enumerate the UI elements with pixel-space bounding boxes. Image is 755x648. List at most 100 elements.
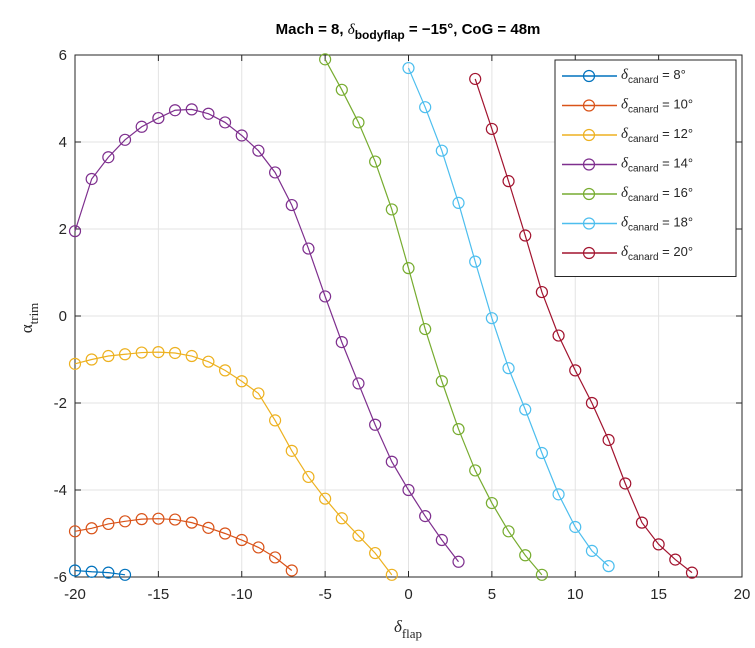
series-2 xyxy=(68,346,398,581)
legend-label-symbol: δ xyxy=(621,97,629,113)
data-point xyxy=(252,541,265,554)
legend-label: δcanard = 10° xyxy=(621,97,693,116)
data-point xyxy=(419,322,432,336)
legend-marker xyxy=(582,246,596,260)
data-point xyxy=(68,564,82,577)
series-6 xyxy=(469,72,699,579)
data-point xyxy=(118,515,132,528)
data-point xyxy=(269,551,282,564)
data-point xyxy=(335,336,348,349)
data-point xyxy=(452,196,465,209)
legend-label: δcanard = 8° xyxy=(621,67,686,86)
x-tick-label: 5 xyxy=(488,586,496,603)
legend-label-value: = 12° xyxy=(659,126,693,141)
legend-marker xyxy=(582,217,596,230)
data-point xyxy=(502,362,515,375)
legend-label-subscript: canard xyxy=(628,75,659,86)
data-point xyxy=(235,375,248,388)
legend-label: δcanard = 18° xyxy=(621,215,693,234)
legend-label-value: = 16° xyxy=(659,185,693,200)
legend-item: δcanard = 8° xyxy=(562,67,686,86)
data-point xyxy=(168,346,182,360)
y-tick-label: -6 xyxy=(54,569,67,586)
axes xyxy=(74,54,743,578)
data-point xyxy=(452,423,465,436)
data-point xyxy=(85,522,98,535)
data-point xyxy=(135,346,148,359)
chart-title-delta: δ xyxy=(348,22,356,38)
y-axis-label-symbol: α xyxy=(17,324,36,333)
data-point xyxy=(335,512,348,525)
y-axis-label-subscript: trim xyxy=(26,303,41,325)
data-point xyxy=(269,166,282,179)
legend-label-value: = 20° xyxy=(659,244,693,259)
data-point xyxy=(552,329,565,342)
data-point xyxy=(469,72,482,86)
data-point xyxy=(519,549,532,562)
data-point xyxy=(218,527,232,540)
data-point xyxy=(235,129,248,142)
data-point xyxy=(218,364,232,377)
y-tick-label: 0 xyxy=(59,308,67,325)
data-point xyxy=(135,513,148,526)
data-point xyxy=(352,377,365,390)
data-point xyxy=(535,568,549,581)
legend: δcanard = 8°δcanard = 10°δcanard = 12°δc… xyxy=(554,59,737,277)
data-point xyxy=(152,111,165,125)
data-point xyxy=(652,538,665,551)
data-point xyxy=(118,568,132,581)
data-point xyxy=(85,172,98,186)
data-point xyxy=(319,53,332,66)
chart-title-suffix: = −15°, CoG = 48m xyxy=(405,21,541,38)
data-point xyxy=(118,133,132,146)
y-tick-label: 4 xyxy=(59,134,67,151)
chart-title: Mach = 8, δbodyflap = −15°, CoG = 48m xyxy=(276,21,541,42)
data-point xyxy=(385,203,398,216)
y-tick-label: 2 xyxy=(59,221,67,238)
legend-marker xyxy=(582,99,596,112)
data-point xyxy=(102,349,115,363)
data-point xyxy=(352,116,365,129)
legend-item: δcanard = 20° xyxy=(562,244,693,263)
series-line xyxy=(74,518,293,571)
legend-label-subscript: canard xyxy=(628,134,659,145)
data-point xyxy=(369,155,382,168)
series-4 xyxy=(319,53,549,581)
data-point xyxy=(469,464,482,477)
legend-label-symbol: δ xyxy=(621,67,629,83)
y-tick-label: 6 xyxy=(59,47,67,64)
x-tick-label: -20 xyxy=(64,586,86,603)
y-tick-label: -2 xyxy=(54,395,67,412)
legend-marker xyxy=(582,128,596,142)
plot-frame xyxy=(74,54,743,578)
data-point xyxy=(435,144,448,157)
data-point xyxy=(68,225,82,238)
data-point xyxy=(252,144,265,157)
data-point xyxy=(552,488,565,501)
data-point xyxy=(635,516,649,529)
chart-title-subscript: bodyflap xyxy=(355,28,405,42)
data-point xyxy=(669,553,682,566)
x-tick-label: -15 xyxy=(148,586,170,603)
x-tick-label: 0 xyxy=(404,586,412,603)
data-point xyxy=(269,414,282,427)
series-5 xyxy=(402,61,615,573)
data-point xyxy=(185,349,198,363)
data-point xyxy=(402,61,415,75)
data-point xyxy=(168,104,182,117)
x-tick-label: 15 xyxy=(650,586,667,603)
series-line xyxy=(74,569,126,576)
data-point xyxy=(519,403,532,416)
data-point xyxy=(185,516,198,529)
data-point xyxy=(168,513,182,526)
data-point xyxy=(685,566,699,579)
data-point xyxy=(402,262,415,275)
data-point xyxy=(602,560,615,573)
data-point xyxy=(519,229,532,242)
data-point xyxy=(285,198,298,212)
y-tick-label: -4 xyxy=(54,482,67,499)
data-point xyxy=(385,455,398,468)
data-point xyxy=(152,346,165,359)
data-point xyxy=(385,568,398,581)
data-point xyxy=(185,103,198,116)
